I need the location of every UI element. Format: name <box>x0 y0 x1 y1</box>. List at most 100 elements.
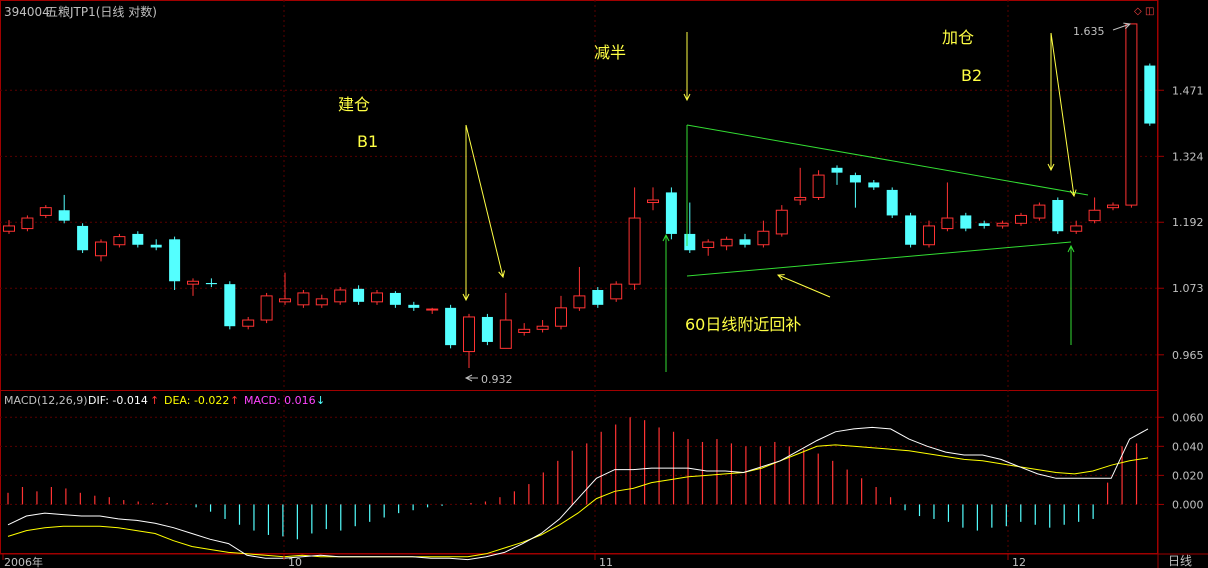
candle-body <box>463 316 475 353</box>
candle-body <box>297 292 310 306</box>
period-button[interactable]: 日线 <box>1168 554 1192 568</box>
candles-layer <box>3 23 1156 368</box>
candle-body <box>113 236 126 246</box>
candle-body <box>536 325 549 330</box>
price-panel-frame <box>0 0 1158 391</box>
triangle-upper-line <box>686 124 1089 196</box>
x-axis-label: 2006年 <box>4 555 43 568</box>
candle-body <box>518 328 531 333</box>
annotation-jiancang: 建仓 <box>338 95 370 114</box>
candle-body <box>445 307 457 346</box>
candle-body <box>169 239 181 282</box>
arrow-head <box>462 293 470 302</box>
candle-body <box>95 241 107 257</box>
candle-body <box>555 307 567 327</box>
macd-tick-label: 0.000 <box>1172 498 1204 511</box>
candle-body <box>499 319 512 349</box>
annotation-support: 60日线附近回补 <box>685 315 801 334</box>
candle-body <box>408 304 420 308</box>
triangle-lower-line <box>686 241 1072 277</box>
candle-body <box>592 289 604 305</box>
candle-body <box>1125 23 1138 206</box>
candle-body <box>1052 199 1064 232</box>
candle-body <box>58 210 70 221</box>
x-axis-label: 10 <box>288 556 302 568</box>
candle-body <box>831 167 843 173</box>
candle-body <box>334 289 347 303</box>
candle-body <box>1070 225 1083 232</box>
candle-body <box>1015 214 1027 224</box>
macd-tick-label: 0.020 <box>1172 469 1204 482</box>
candle-body <box>941 217 954 230</box>
annotation-arrow <box>1050 32 1075 197</box>
annotation-jiacang: 加仓 <box>942 28 974 47</box>
candle-body <box>996 222 1009 227</box>
price-tick-label: 1.073 <box>1172 282 1204 295</box>
instrument-name: 五粮JTP1(日线 对数) <box>46 4 157 19</box>
candle-body <box>315 298 328 306</box>
price-tick-label: 1.324 <box>1172 150 1204 163</box>
arrow-head <box>662 233 670 242</box>
candle-body <box>39 207 52 216</box>
restore-icon[interactable]: ◫ <box>1145 6 1154 17</box>
candle-body <box>1107 204 1119 209</box>
candle-body <box>224 284 236 327</box>
candle-body <box>647 199 659 204</box>
annotation-jianban: 减半 <box>594 43 626 62</box>
candle-body <box>775 209 788 235</box>
low-price-label: 0.932 <box>481 373 513 386</box>
macd-down-arrow-icon: ↓ <box>316 394 325 407</box>
arrow-head <box>776 274 785 281</box>
candle-body <box>150 244 162 248</box>
annotation-lines <box>462 22 1132 382</box>
candle-body <box>21 217 34 230</box>
candle-body <box>353 288 365 302</box>
arrow-head <box>1069 189 1077 198</box>
candle-body <box>720 238 733 247</box>
candle-body <box>923 225 935 246</box>
macd-layer <box>7 417 1149 561</box>
candle-body <box>205 282 217 285</box>
high-price-label: 1.635 <box>1073 25 1105 38</box>
annotation-b1: B1 <box>357 132 378 151</box>
candle-body <box>905 215 917 245</box>
price-tick-label: 0.965 <box>1172 349 1204 362</box>
candle-body <box>665 192 677 234</box>
macd-legend-title: MACD(12,26,9) <box>4 394 88 407</box>
candle-body <box>3 225 15 232</box>
candle-body <box>628 217 641 285</box>
arrow-head <box>683 93 691 102</box>
dea-line <box>7 444 1149 558</box>
arrow-head <box>1067 244 1075 253</box>
arrow-head <box>464 374 473 382</box>
candle-body <box>610 283 623 300</box>
arrow-head <box>498 270 505 279</box>
macd-legend-macd: MACD: 0.016 <box>244 394 316 407</box>
x-axis-label: 12 <box>1012 556 1026 568</box>
arrow-head <box>1047 163 1055 172</box>
candle-body <box>77 225 89 251</box>
annotation-arrow <box>777 274 831 298</box>
high-marker-line <box>1112 23 1131 31</box>
dea-up-arrow-icon: ↑ <box>230 394 239 407</box>
candle-body <box>260 295 273 321</box>
candle-body <box>279 298 291 303</box>
candle-body <box>794 196 807 201</box>
macd-legend-dea: DEA: -0.022 <box>164 394 229 407</box>
candle-body <box>960 215 972 229</box>
price-tick-label: 1.192 <box>1172 216 1204 229</box>
candle-body <box>684 233 696 251</box>
candle-body <box>886 189 898 216</box>
instrument-code: 394004 <box>4 5 50 19</box>
annotation-b2: B2 <box>961 66 982 85</box>
candle-body <box>1144 65 1156 124</box>
candle-body <box>812 174 825 198</box>
candle-body <box>757 230 770 246</box>
macd-panel-frame <box>0 390 1158 554</box>
arrow-head <box>1123 22 1132 30</box>
candle-body <box>1088 209 1101 222</box>
grid-layer <box>0 0 1158 554</box>
maximize-icon[interactable]: ◇ <box>1134 6 1142 17</box>
dif-up-arrow-icon: ↑ <box>150 394 159 407</box>
